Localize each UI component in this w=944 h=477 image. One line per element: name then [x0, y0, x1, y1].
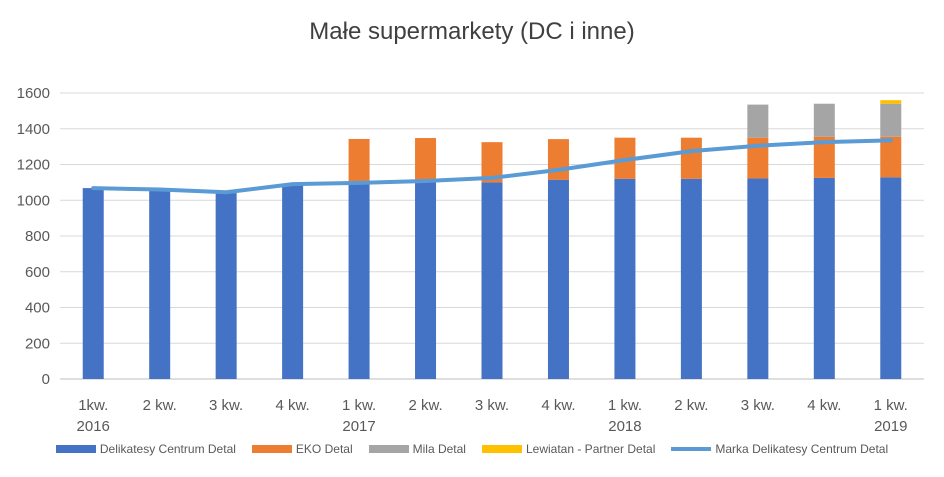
bar-segment	[215, 193, 237, 379]
legend-item: Marka Delikatesy Centrum Detal	[671, 442, 888, 456]
bar-segment	[82, 188, 104, 379]
bar-segment	[348, 184, 370, 379]
bar-segment	[747, 104, 769, 138]
legend-label: Marka Delikatesy Centrum Detal	[715, 442, 889, 456]
x-tick-label: 1 kw.	[342, 397, 376, 414]
y-tick-label: 1200	[17, 157, 50, 174]
legend-label: Mila Detal	[412, 442, 466, 456]
y-tick-label: 1400	[17, 121, 50, 138]
legend-item: Delikatesy Centrum Detal	[55, 442, 236, 456]
x-tick-label: 3 kw.	[475, 397, 509, 414]
bar-segment	[813, 136, 835, 178]
x-tick-year-label: 2017	[342, 418, 375, 435]
x-tick-label: 4 kw.	[541, 397, 575, 414]
x-tick-year-label: 2018	[608, 418, 641, 435]
chart-title: Małe supermarkety (DC i inne)	[309, 18, 635, 45]
legend-item: Mila Detal	[368, 442, 466, 456]
bar-segment	[481, 142, 503, 183]
x-tick-label: 2 kw.	[674, 397, 708, 414]
legend-label: Lewiatan - Partner Detal	[525, 442, 656, 456]
bar-segment	[481, 182, 503, 379]
y-tick-label: 1600	[17, 85, 50, 102]
x-tick-label: 2 kw.	[143, 397, 177, 414]
bar-segment	[880, 103, 902, 137]
bar-segment	[747, 178, 769, 379]
legend-label: Delikatesy Centrum Detal	[99, 442, 236, 456]
bar-segment	[547, 139, 569, 180]
bar-segment	[813, 103, 835, 137]
y-tick-label: 200	[25, 335, 50, 352]
bar-segment	[680, 178, 702, 379]
bars	[82, 100, 902, 379]
y-tick-label: 600	[25, 264, 50, 281]
y-tick-label: 0	[42, 371, 50, 388]
y-tick-label: 1000	[17, 192, 50, 209]
y-axis: 0 200 400 600 800 1000 1200 1400 1600	[17, 85, 50, 388]
bar-segment	[813, 177, 835, 379]
bar-segment	[282, 185, 304, 379]
legend-item: EKO Detal	[251, 442, 353, 456]
legend: Delikatesy Centrum Detal EKO Detal Mila De…	[0, 438, 944, 460]
legend-label: EKO Detal	[295, 442, 353, 456]
x-tick-label: 1 kw.	[874, 397, 908, 414]
x-tick-label: 3 kw.	[209, 397, 243, 414]
bar-segment	[547, 179, 569, 379]
legend-swatch	[481, 445, 522, 453]
legend-swatch	[251, 445, 292, 453]
x-tick-label: 1 kw.	[608, 397, 642, 414]
x-tick-label: 4 kw.	[276, 397, 310, 414]
y-tick-label: 400	[25, 300, 50, 317]
bar-segment	[880, 136, 902, 178]
x-axis: 1kw. 2016 2 kw. 3 kw. 4 kw. 1 kw. 2017 2 kw. 3 k…	[77, 397, 908, 435]
bar-segment	[149, 190, 171, 379]
legend-swatch	[671, 447, 712, 451]
legend-item: Lewiatan - Partner Detal	[481, 442, 656, 456]
bar-segment	[880, 100, 902, 104]
x-tick-label: 4 kw.	[807, 397, 841, 414]
x-tick-year-label: 2016	[77, 418, 110, 435]
bar-segment	[680, 137, 702, 179]
x-tick-label: 2 kw.	[408, 397, 442, 414]
bar-segment	[880, 177, 902, 379]
x-tick-label: 1kw.	[78, 397, 108, 414]
series-line	[91, 138, 893, 195]
bar-segment	[415, 138, 437, 181]
x-tick-year-label: 2019	[874, 418, 907, 435]
bar-segment	[614, 178, 636, 379]
line-series	[91, 138, 893, 195]
legend-swatch	[55, 445, 96, 453]
x-tick-label: 3 kw.	[741, 397, 775, 414]
bar-segment	[415, 180, 437, 379]
legend-swatch	[368, 445, 409, 453]
y-tick-label: 800	[25, 228, 50, 245]
bar-segment	[348, 138, 370, 185]
